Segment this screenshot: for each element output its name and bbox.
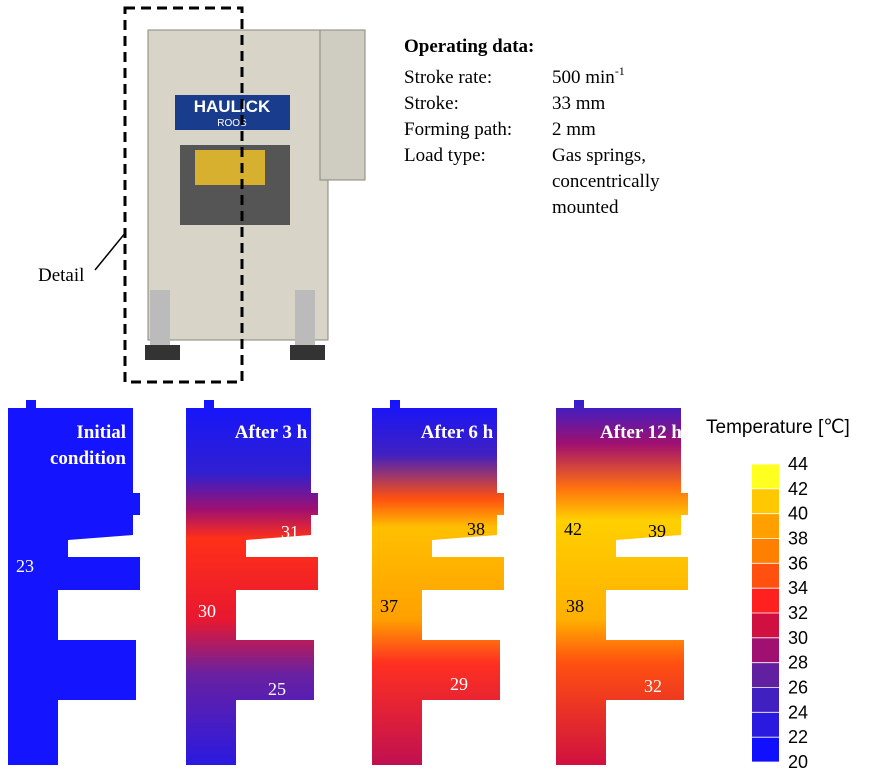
- panel-title: After 3 h: [235, 422, 308, 443]
- colorbar-segment: [752, 464, 779, 489]
- colorbar-tick-label: 30: [788, 628, 808, 648]
- colorbar-tick-label: 24: [788, 702, 808, 722]
- operating-value: Gas springs,: [552, 145, 646, 166]
- value-text: 2 mm: [552, 119, 596, 140]
- colorbar-segment: [752, 613, 779, 638]
- temperature-label: 38: [467, 519, 485, 539]
- colorbar-segment: [752, 563, 779, 588]
- colorbar: Temperature [℃] 44 42 40 38 36 34 32 30 28 26 24 22 2…: [706, 417, 850, 772]
- colorbar-segment: [752, 514, 779, 539]
- colorbar-segment: [752, 663, 779, 688]
- operating-label: Load type:: [404, 145, 486, 166]
- panel-title: condition: [50, 448, 126, 469]
- operating-value: mounted: [552, 197, 619, 218]
- operating-value: concentrically: [552, 171, 660, 192]
- operating-label: Forming path:: [404, 119, 512, 140]
- colorbar-tick-label: 34: [788, 578, 808, 598]
- temperature-label: 25: [268, 679, 286, 699]
- colorbar-tick-label: 22: [788, 727, 808, 747]
- colorbar-tick-label: 28: [788, 653, 808, 673]
- temperature-panels: Initial condition 23 After 3 h 31 30 25 After 6…: [8, 400, 688, 765]
- value-text: 500 min: [552, 67, 615, 88]
- colorbar-tick-label: 26: [788, 678, 808, 698]
- colorbar-segment: [752, 489, 779, 514]
- temperature-panel: After 12 h 42 39 38 32: [556, 400, 688, 765]
- part-shape: [186, 400, 318, 765]
- operating-label: Stroke rate:: [404, 67, 492, 88]
- colorbar-tick-label: 40: [788, 504, 808, 524]
- part-shape: [372, 400, 504, 765]
- detail-label: Detail: [38, 265, 84, 286]
- colorbar-segment: [752, 737, 779, 762]
- colorbar-segment: [752, 688, 779, 713]
- colorbar-segment: [752, 588, 779, 613]
- panel-title: After 12 h: [600, 422, 682, 443]
- operating-value: 2 mm: [552, 119, 596, 140]
- figure: HAULICK ROOS Detail Operating data: Strok…: [0, 0, 874, 774]
- temperature-panel: Initial condition 23: [8, 400, 140, 765]
- temperature-label: 32: [644, 676, 662, 696]
- detail-pointer: [95, 232, 126, 270]
- operating-data: Operating data: Stroke rate: 500 min-1 Stro…: [404, 36, 660, 218]
- colorbar-title: Temperature [℃]: [706, 417, 850, 438]
- temperature-label: 38: [566, 596, 584, 616]
- temperature-label: 31: [281, 522, 299, 542]
- temperature-label: 30: [198, 601, 216, 621]
- colorbar-tick-label: 44: [788, 454, 808, 474]
- value-text: mounted: [552, 197, 619, 218]
- colorbar-tick-label: 20: [788, 752, 808, 772]
- temperature-panel: After 3 h 31 30 25: [186, 400, 318, 765]
- temperature-label: 42: [564, 519, 582, 539]
- operating-title: Operating data:: [404, 36, 534, 57]
- value-text: concentrically: [552, 171, 660, 192]
- temperature-label: 29: [450, 674, 468, 694]
- colorbar-tick-label: 36: [788, 553, 808, 573]
- colorbar-segment: [752, 638, 779, 663]
- part-shape: [556, 400, 688, 765]
- temperature-panel: After 6 h 38 37 29: [372, 400, 504, 765]
- colorbar-segment: [752, 712, 779, 737]
- colorbar-tick-label: 38: [788, 529, 808, 549]
- value-text: 33 mm: [552, 93, 606, 114]
- value-text: Gas springs,: [552, 145, 646, 166]
- colorbar-tick-label: 42: [788, 479, 808, 499]
- operating-value: 500 min-1: [552, 64, 625, 88]
- press-photo: HAULICK ROOS: [145, 30, 365, 360]
- colorbar-segment: [752, 539, 779, 564]
- temperature-label: 37: [380, 596, 398, 616]
- colorbar-tick-label: 32: [788, 603, 808, 623]
- operating-value: 33 mm: [552, 93, 606, 114]
- temperature-label: 23: [16, 556, 34, 576]
- svg-text:HAULICK: HAULICK: [194, 97, 271, 116]
- panel-title: Initial: [76, 422, 126, 443]
- temperature-label: 39: [648, 521, 666, 541]
- panel-title: After 6 h: [421, 422, 494, 443]
- value-exponent: -1: [615, 64, 625, 78]
- operating-label: Stroke:: [404, 93, 459, 114]
